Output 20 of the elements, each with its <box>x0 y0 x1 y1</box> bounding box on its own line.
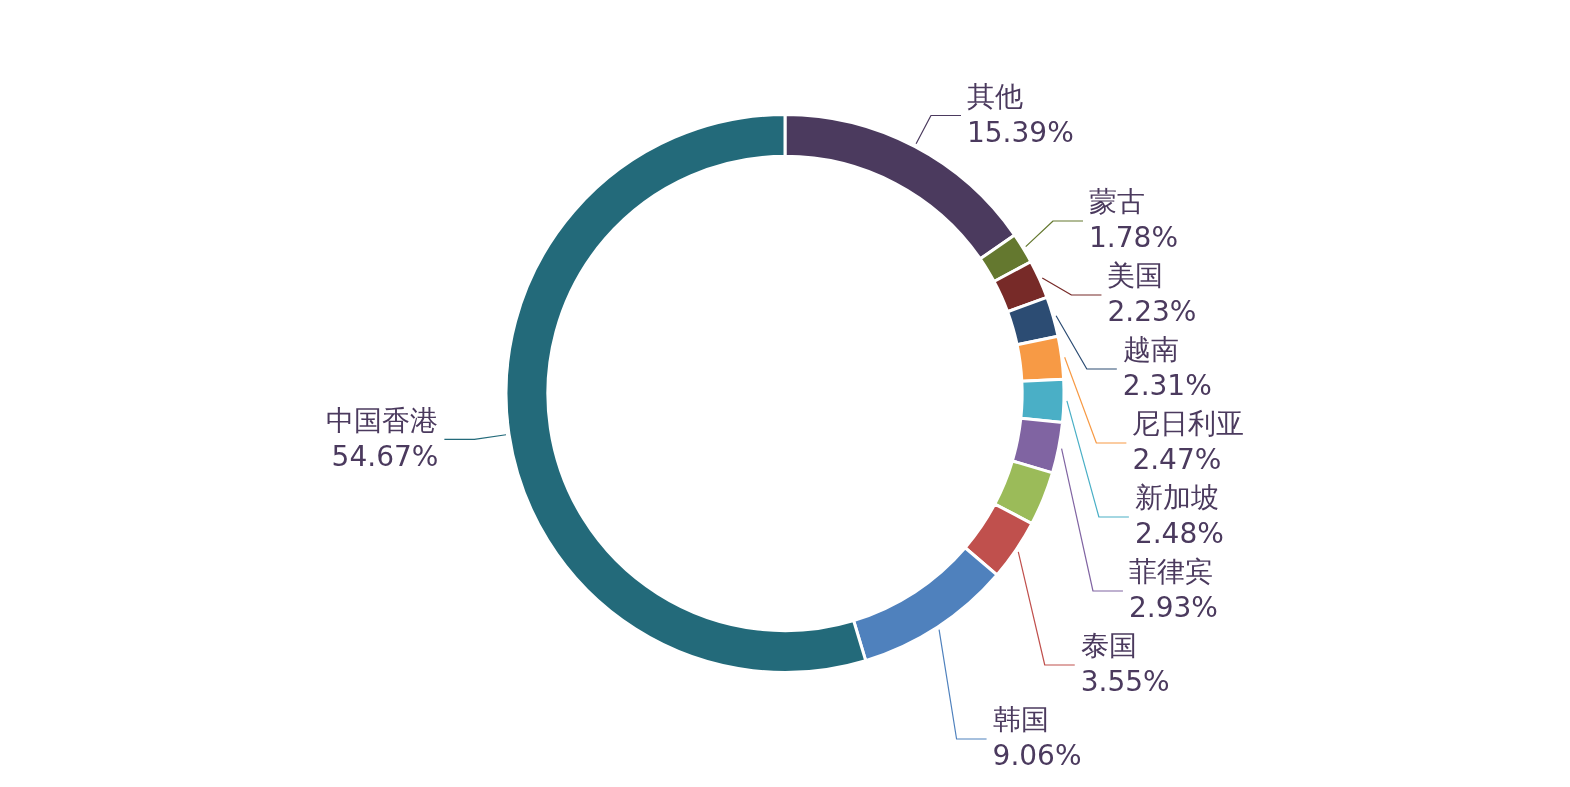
data-label: 2.31% <box>1122 369 1212 403</box>
slice-label: 蒙古 <box>1089 185 1146 219</box>
data-label: 3.55% <box>1080 665 1170 699</box>
slice-label: 泰国 <box>1080 629 1137 663</box>
data-label: 9.06% <box>992 739 1082 773</box>
slice-label: 越南 <box>1122 333 1179 367</box>
slice-label: 尼日利亚 <box>1132 407 1245 441</box>
slice-label: 中国香港 <box>326 403 439 437</box>
data-label: 1.78% <box>1089 221 1178 255</box>
slice-label: 美国 <box>1107 259 1164 293</box>
data-label: 2.48% <box>1134 517 1224 551</box>
slice-label: 菲律宾 <box>1128 555 1213 589</box>
data-label: 2.23% <box>1107 295 1197 329</box>
slice-label: 新加坡 <box>1134 481 1219 515</box>
slice-label: 其他 <box>966 79 1023 113</box>
data-label: 2.93% <box>1128 591 1218 625</box>
slice-label: 韩国 <box>992 703 1049 737</box>
data-label: 15.39% <box>966 115 1074 149</box>
data-label: 2.47% <box>1132 443 1222 477</box>
data-label: 54.67% <box>331 439 439 473</box>
